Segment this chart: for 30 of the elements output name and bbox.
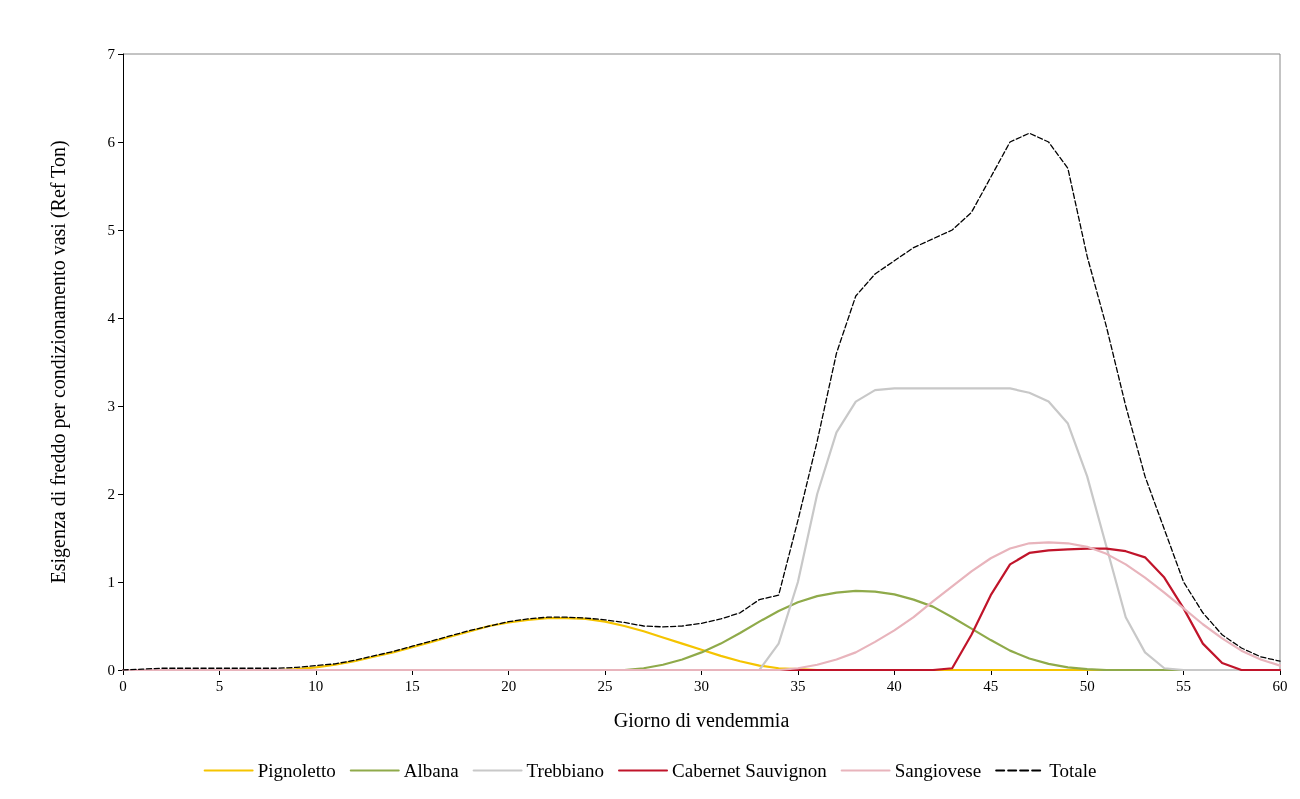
x-tick-label: 30 xyxy=(694,677,709,694)
y-tick-label: 4 xyxy=(107,310,116,326)
legend-label: Cabernet Sauvignon xyxy=(672,760,828,781)
legend-label: Albana xyxy=(403,760,460,781)
x-tick-label: 15 xyxy=(404,677,420,694)
x-tick-label: 20 xyxy=(501,677,517,694)
y-tick-label: 0 xyxy=(107,662,115,678)
x-tick-label: 40 xyxy=(886,677,902,694)
x-tick-label: 0 xyxy=(119,677,127,694)
line-series xyxy=(121,541,1282,672)
x-tick-label: 10 xyxy=(308,677,324,694)
y-tick-label: 5 xyxy=(107,222,115,238)
legend-label: Totale xyxy=(1049,760,1097,781)
y-tick-label: 1 xyxy=(107,574,115,590)
y-tick-label: 6 xyxy=(107,134,116,150)
x-tick-label: 45 xyxy=(983,677,999,694)
legend-label: Pignoletto xyxy=(257,760,336,781)
x-axis-title: Giorno di vendemmia xyxy=(613,709,790,731)
x-tick-label: 5 xyxy=(215,677,224,694)
legend-label: Sangiovese xyxy=(894,760,982,781)
legend-label: Trebbiano xyxy=(526,760,605,781)
y-tick-label: 7 xyxy=(107,46,116,62)
x-tick-label: 55 xyxy=(1176,677,1192,694)
x-tick-label: 50 xyxy=(1079,677,1095,694)
y-tick-label: 2 xyxy=(107,486,115,502)
x-tick-label: 60 xyxy=(1272,677,1288,694)
y-tick-label: 3 xyxy=(107,398,115,414)
x-tick-label: 25 xyxy=(597,677,613,694)
x-tick-label: 35 xyxy=(790,677,806,694)
y-axis-title: Esigenza di freddo per condizionamento vasi (Ref Ton) xyxy=(47,140,70,584)
